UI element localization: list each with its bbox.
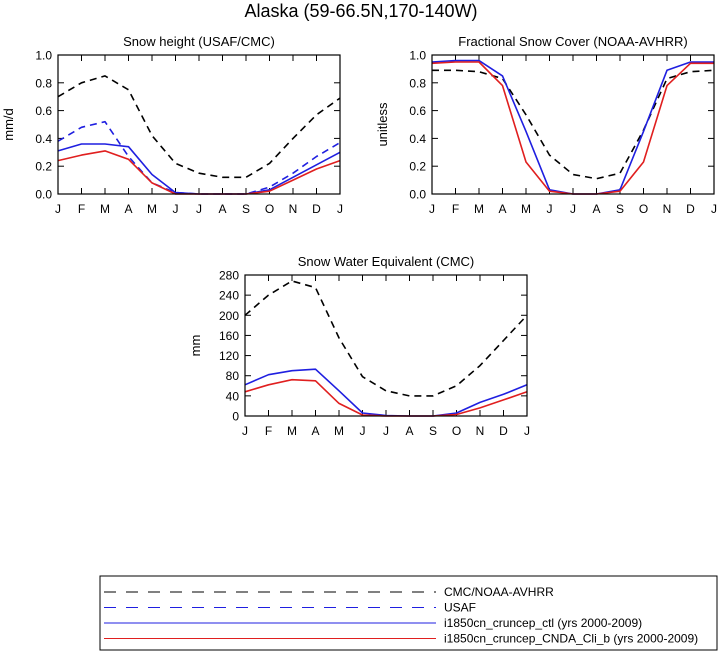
x-tick-label: J — [383, 424, 389, 438]
x-tick-label: A — [405, 424, 413, 438]
plot-frame — [431, 54, 715, 195]
x-tick-label: J — [547, 202, 553, 216]
series-line-cmc-noaa-avhrr — [244, 280, 528, 397]
figure-title: Alaska (59-66.5N,170-140W) — [244, 1, 478, 21]
y-tick-label: 0.2 — [35, 160, 52, 174]
x-tick-label: J — [524, 424, 530, 438]
y-tick-label: 40 — [226, 389, 240, 403]
x-tick-label: J — [711, 202, 717, 216]
y-tick-label: 0 — [232, 410, 239, 424]
x-tick-label: J — [360, 424, 366, 438]
x-tick-label: O — [452, 424, 461, 438]
x-tick-label: N — [663, 202, 672, 216]
y-axis-label: unitless — [375, 102, 390, 147]
legend-label: USAF — [444, 601, 476, 615]
x-tick-label: M — [147, 202, 157, 216]
plot-frame — [244, 274, 528, 417]
y-tick-label: 120 — [219, 349, 239, 363]
x-tick-label: M — [287, 424, 297, 438]
chart-panel-3: Snow Water Equivalent (CMC) mm 0 40 80 120 160… — [188, 254, 530, 438]
x-tick-label: D — [686, 202, 695, 216]
x-tick-label: M — [334, 424, 344, 438]
y-tick-label: 200 — [219, 309, 239, 323]
y-tick-label: 160 — [219, 329, 239, 343]
x-tick-label: D — [312, 202, 321, 216]
x-tick-label: F — [78, 202, 85, 216]
series-line-cmc-noaa-avhrr — [432, 69, 715, 180]
x-tick-label: D — [499, 424, 508, 438]
y-tick-label: 0.0 — [35, 188, 52, 202]
y-tick-label: 80 — [226, 369, 240, 383]
y-axis-label: mm — [188, 335, 203, 357]
plot-frame — [57, 54, 341, 195]
y-tick-label: 280 — [219, 269, 239, 283]
y-tick-label: 0.2 — [409, 160, 426, 174]
x-tick-label: N — [289, 202, 298, 216]
x-tick-label: M — [474, 202, 484, 216]
x-tick-label: J — [55, 202, 61, 216]
chart-title: Snow height (USAF/CMC) — [123, 34, 275, 49]
x-tick-label: F — [452, 202, 459, 216]
x-tick-label: A — [498, 202, 506, 216]
x-tick-label: S — [616, 202, 624, 216]
x-tick-label: J — [429, 202, 435, 216]
x-tick-label: J — [337, 202, 343, 216]
series-line-i1850cn-cruncep-ctl-yrs-2000-2009- — [244, 368, 528, 417]
chart-panel-1: Snow height (USAF/CMC) mm/d 0.0 0.2 0.4 0.6 0.… — [1, 34, 343, 216]
y-axis-label: mm/d — [1, 108, 16, 141]
x-tick-label: S — [242, 202, 250, 216]
series-line-usaf — [57, 120, 341, 195]
x-tick-label: A — [218, 202, 226, 216]
legend-label: i1850cn_cruncep_CNDA_Cli_b (yrs 2000-200… — [444, 632, 698, 646]
chart-title: Fractional Snow Cover (NOAA-AVHRR) — [458, 34, 687, 49]
y-tick-label: 0.4 — [409, 132, 426, 146]
x-tick-label: J — [242, 424, 248, 438]
y-tick-label: 1.0 — [35, 49, 52, 63]
y-tick-label: 0.6 — [409, 104, 426, 118]
legend-label: i1850cn_cruncep_ctl (yrs 2000-2009) — [444, 616, 642, 630]
x-tick-label: A — [124, 202, 132, 216]
x-tick-label: N — [476, 424, 485, 438]
legend-box — [99, 575, 718, 651]
y-tick-label: 240 — [219, 289, 239, 303]
x-tick-label: M — [521, 202, 531, 216]
x-tick-label: O — [265, 202, 274, 216]
x-tick-label: A — [592, 202, 600, 216]
chart-panel-2: Fractional Snow Cover (NOAA-AVHRR) unitle… — [375, 34, 717, 216]
x-tick-label: J — [173, 202, 179, 216]
chart-title: Snow Water Equivalent (CMC) — [298, 254, 475, 269]
x-tick-label: O — [639, 202, 648, 216]
x-tick-label: M — [100, 202, 110, 216]
x-tick-label: S — [429, 424, 437, 438]
y-tick-label: 0.8 — [35, 76, 52, 90]
y-tick-label: 0.6 — [35, 104, 52, 118]
y-tick-label: 0.8 — [409, 76, 426, 90]
y-tick-label: 0.4 — [35, 132, 52, 146]
series-line-i1850cn-cruncep-cnda-cli-b-yrs-2000-2009- — [431, 61, 714, 195]
y-tick-label: 1.0 — [409, 49, 426, 63]
x-tick-label: J — [570, 202, 576, 216]
x-tick-label: A — [311, 424, 319, 438]
y-tick-label: 0.0 — [409, 188, 426, 202]
x-tick-label: F — [265, 424, 272, 438]
x-tick-label: J — [196, 202, 202, 216]
legend-label: CMC/NOAA-AVHRR — [444, 585, 554, 599]
series-line-cmc-noaa-avhrr — [57, 75, 341, 179]
